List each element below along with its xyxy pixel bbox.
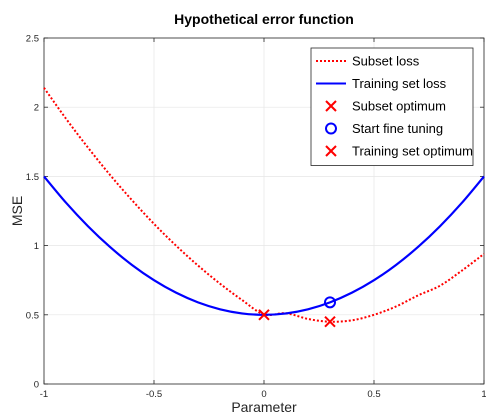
y-axis-label: MSE [9,196,25,226]
legend-label: Training set loss [352,76,447,91]
legend-swatch [325,122,337,135]
ticks: -1 -0.5 0 0.5 1 0 0.5 1 1.5 2 2.5 [26,34,486,401]
x-tick-label: 0 [261,389,266,400]
x-tick-label: 1 [481,389,486,400]
legend-swatch [325,145,337,157]
point-training-set-optimum [324,316,336,328]
legend-entry-start-fine-tuning: Start fine tuning [325,121,443,136]
legend-swatch [325,100,337,112]
legend-label: Training set optimum [352,144,473,159]
point-start-fine-tuning [324,296,336,309]
legend-box [310,47,474,166]
y-tick-label: 2 [34,103,39,114]
legend-entry-subset-optimum: Subset optimum [325,99,446,114]
legend: Subset loss Training set loss Subset optim… [310,47,474,166]
legend-entry-training-set-loss: Training set loss [316,76,447,91]
y-tick-label: 2.5 [26,34,39,45]
legend-label: Subset loss [352,54,420,69]
y-tick-label: 0 [34,380,39,391]
legend-entry-subset-loss: Subset loss [316,54,420,69]
x-tick-label: 0.5 [367,389,380,400]
x-tick-label: -0.5 [146,389,162,400]
y-tick-label: 1.5 [26,172,39,183]
y-tick-label: 1 [34,241,39,252]
series-layer [43,87,485,328]
x-axis-label: Parameter [231,399,297,415]
legend-label: Subset optimum [352,99,446,114]
point-subset-optimum [258,309,270,321]
legend-entry-training-set-optimum: Training set optimum [325,144,473,159]
x-tick-label: -1 [40,389,48,400]
legend-label: Start fine tuning [352,121,443,136]
y-tick-label: 0.5 [26,310,39,321]
chart-title: Hypothetical error function [174,11,354,27]
